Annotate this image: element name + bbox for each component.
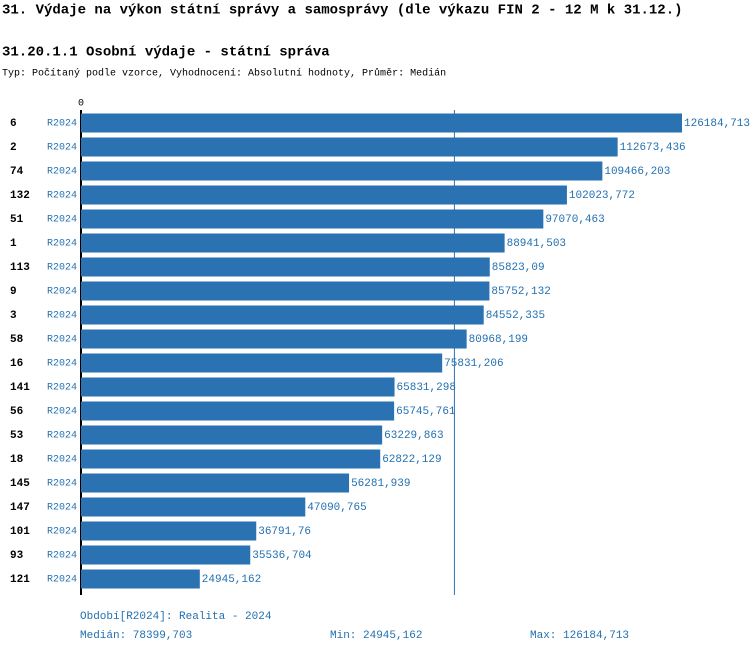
bar <box>81 281 490 301</box>
period-label: R2024 <box>47 383 77 394</box>
max-label: Max: 126184,713 <box>530 630 629 642</box>
bar <box>81 497 306 517</box>
y-tick-label: 141 <box>10 382 30 394</box>
bar <box>81 233 505 253</box>
y-tick-label: 9 <box>10 286 17 298</box>
bar <box>81 473 350 493</box>
bar <box>81 449 381 469</box>
y-tick-label: 3 <box>10 310 17 322</box>
bar <box>81 161 603 181</box>
y-tick-label: 74 <box>10 166 24 178</box>
bar <box>81 305 484 325</box>
bar <box>81 401 395 421</box>
value-label: 36791,76 <box>258 526 311 538</box>
period-label: R2024 <box>47 479 77 490</box>
bar <box>81 425 383 445</box>
value-label: 75831,206 <box>444 358 503 370</box>
y-tick-label: 101 <box>10 526 30 538</box>
bar <box>81 185 567 205</box>
value-label: 85823,09 <box>492 262 545 274</box>
bar <box>81 137 618 157</box>
period-label: R2024 <box>47 191 77 202</box>
value-label: 88941,503 <box>507 238 566 250</box>
y-tick-label: 18 <box>10 454 24 466</box>
bar <box>81 377 395 397</box>
x-tick-label: 0 <box>78 99 84 110</box>
period-label: R2024 <box>47 431 77 442</box>
value-label: 47090,765 <box>307 502 366 514</box>
y-tick-label: 147 <box>10 502 30 514</box>
value-label: 65831,298 <box>397 382 456 394</box>
y-tick-label: 53 <box>10 430 24 442</box>
bar <box>81 257 490 277</box>
period-label: R2024 <box>47 215 77 226</box>
period-label: R2024 <box>47 287 77 298</box>
bar <box>81 521 257 541</box>
period-label: R2024 <box>47 575 77 586</box>
value-label: 85752,132 <box>491 286 550 298</box>
period-label: R2024 <box>47 263 77 274</box>
y-tick-label: 51 <box>10 214 24 226</box>
period-label: R2024 <box>47 407 77 418</box>
min-label: Min: 24945,162 <box>330 630 422 642</box>
value-label: 56281,939 <box>351 478 410 490</box>
period-label: R2024 <box>47 311 77 322</box>
y-tick-label: 145 <box>10 478 30 490</box>
value-label: 65745,761 <box>396 406 456 418</box>
value-label: 97070,463 <box>545 214 604 226</box>
value-label: 24945,162 <box>202 574 261 586</box>
period-label: R2024 <box>47 239 77 250</box>
chart-subtitle: 31.20.1.1 Osobní výdaje - státní správa <box>2 45 330 61</box>
period-label: R2024 <box>47 455 77 466</box>
description: Typ: Počítaný podle vzorce, Vyhodnocení:… <box>2 67 446 80</box>
bar <box>81 569 200 589</box>
period-label: R2024 <box>47 335 77 346</box>
y-tick-label: 56 <box>10 406 23 418</box>
y-tick-label: 6 <box>10 118 17 130</box>
bar <box>81 329 467 349</box>
y-tick-label: 2 <box>10 142 17 154</box>
y-tick-label: 113 <box>10 262 30 274</box>
period-label: R2024 <box>47 503 77 514</box>
y-tick-label: 16 <box>10 358 23 370</box>
value-label: 112673,436 <box>620 142 686 154</box>
period-label: R2024 <box>47 551 77 562</box>
y-tick-label: 132 <box>10 190 30 202</box>
period-label: R2024 <box>47 527 77 538</box>
legend: Období[R2024]: Realita - 2024 <box>80 611 272 623</box>
y-tick-label: 121 <box>10 574 30 586</box>
value-label: 62822,129 <box>382 454 441 466</box>
period-label: R2024 <box>47 359 77 370</box>
value-label: 102023,772 <box>569 190 635 202</box>
value-label: 84552,335 <box>486 310 545 322</box>
bar <box>81 113 682 133</box>
period-label: R2024 <box>47 143 77 154</box>
value-label: 126184,713 <box>684 118 750 130</box>
y-tick-label: 1 <box>10 238 17 250</box>
value-label: 35536,704 <box>252 550 312 562</box>
value-label: 80968,199 <box>469 334 528 346</box>
bar <box>81 209 544 229</box>
period-label: R2024 <box>47 119 77 130</box>
period-label: R2024 <box>47 167 77 178</box>
bar <box>81 545 251 565</box>
value-label: 63229,863 <box>384 430 443 442</box>
value-label: 109466,203 <box>604 166 670 178</box>
y-tick-label: 93 <box>10 550 24 562</box>
median-label: Medián: 78399,703 <box>80 630 192 642</box>
bar <box>81 353 443 373</box>
chart-title: 31. Výdaje na výkon státní správy a samo… <box>2 3 683 19</box>
y-tick-label: 58 <box>10 334 24 346</box>
